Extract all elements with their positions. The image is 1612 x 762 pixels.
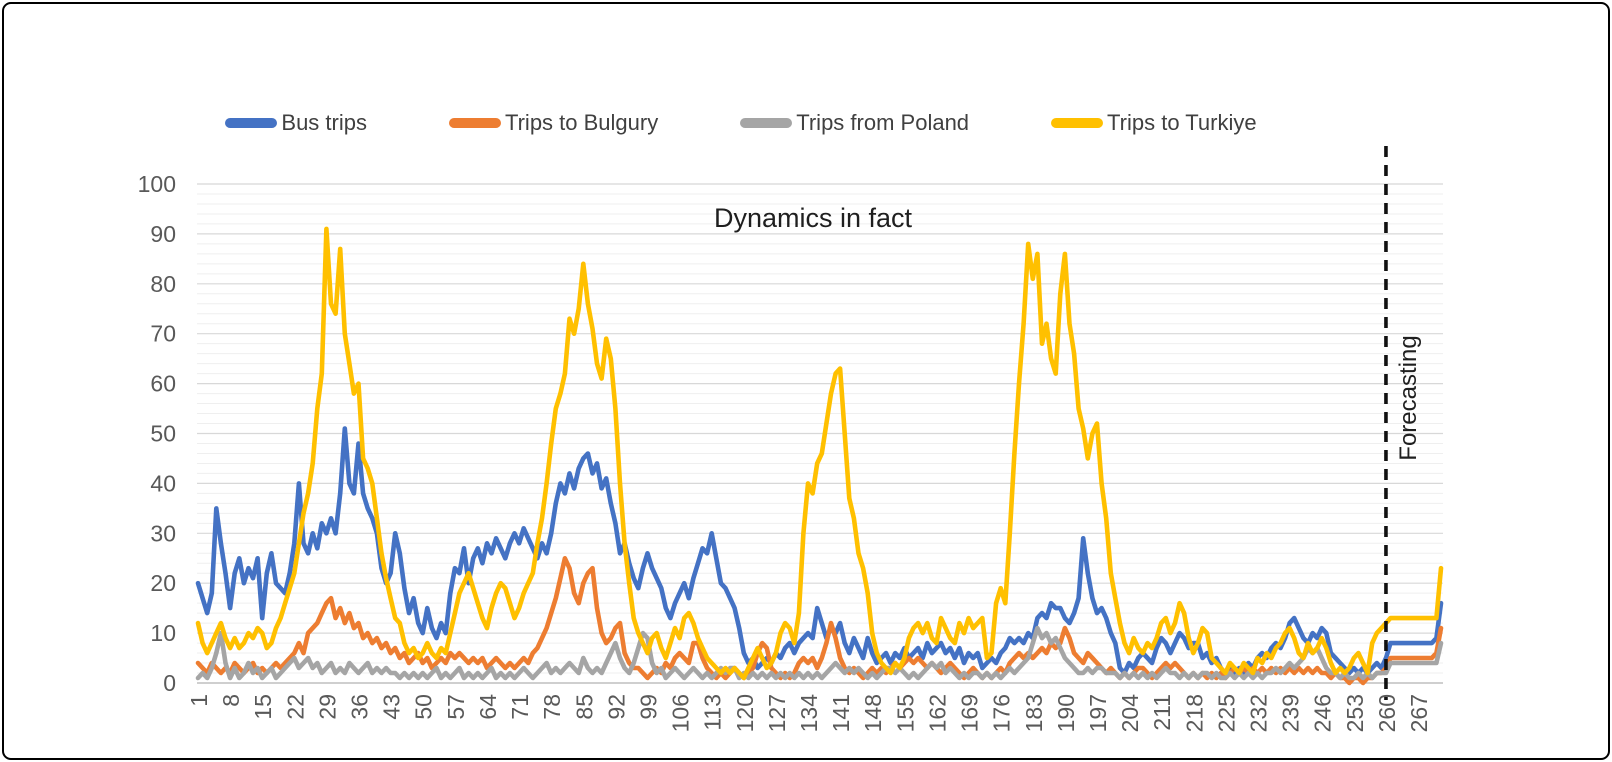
y-axis-tick-label: 70 xyxy=(150,321,176,347)
x-axis-tick-label: 155 xyxy=(892,694,918,732)
forecasting-label: Forecasting xyxy=(1395,335,1422,461)
x-axis-tick-label: 71 xyxy=(507,694,533,720)
y-axis-tick-label: 20 xyxy=(150,570,176,596)
x-axis-tick-label: 113 xyxy=(700,694,726,731)
x-axis-tick-label: 120 xyxy=(732,694,758,732)
x-axis-tick-label: 183 xyxy=(1021,694,1047,732)
legend-item-trips-to-turkiye: Trips to Turkiye xyxy=(1051,110,1257,136)
legend-label-trips-to-turkiye: Trips to Turkiye xyxy=(1107,110,1257,135)
x-axis-tick-label: 78 xyxy=(539,694,565,720)
x-axis-tick-label: 190 xyxy=(1053,694,1079,732)
legend-item-bus-trips: Bus trips xyxy=(225,110,367,136)
x-axis-tick-label: 92 xyxy=(603,694,629,720)
legend-label-trips-to-bulgury: Trips to Bulgury xyxy=(504,110,659,135)
x-axis-tick-label: 43 xyxy=(379,694,405,720)
legend-swatch-bus-trips xyxy=(225,118,278,128)
x-axis-tick-label: 246 xyxy=(1310,694,1336,732)
chart-legend: Bus trips Trips to Bulgury Trips from Po… xyxy=(0,110,1547,136)
x-axis-tick-label: 36 xyxy=(347,694,373,720)
x-axis-tick-label: 1 xyxy=(186,694,212,707)
legend-label-bus-trips: Bus trips xyxy=(281,110,367,135)
x-axis-tick-label: 134 xyxy=(796,694,822,733)
x-axis-tick-label: 260 xyxy=(1374,694,1400,732)
x-axis-tick-label: 253 xyxy=(1342,694,1368,732)
x-axis-tick-label: 169 xyxy=(957,694,983,732)
legend-swatch-trips-from-poland xyxy=(740,118,793,128)
y-axis-tick-label: 0 xyxy=(163,670,176,696)
y-axis-tick-label: 90 xyxy=(150,221,176,247)
x-axis-tick-label: 22 xyxy=(282,694,308,720)
y-axis-tick-label: 50 xyxy=(150,421,176,447)
x-axis-tick-label: 29 xyxy=(314,694,340,720)
x-axis-tick-label: 211 xyxy=(1149,694,1175,731)
x-axis-tick-label: 162 xyxy=(924,694,950,732)
y-axis-tick-label: 30 xyxy=(150,520,176,546)
chart-annotation-title: Dynamics in fact xyxy=(713,203,913,233)
x-axis-tick-label: 64 xyxy=(475,694,501,720)
x-axis-tick-label: 106 xyxy=(668,694,694,732)
x-axis-tick-label: 239 xyxy=(1278,694,1304,732)
x-axis-tick-label: 141 xyxy=(828,694,854,732)
y-axis-tick-label: 60 xyxy=(150,371,176,397)
series-line-trips-from-poland xyxy=(195,625,1444,681)
x-axis-tick-label: 99 xyxy=(635,694,661,720)
x-axis-tick-label: 148 xyxy=(860,694,886,732)
x-axis-tick-label: 57 xyxy=(443,694,469,720)
series-line-bus-trips xyxy=(195,426,1444,676)
legend-label-trips-from-poland: Trips from Poland xyxy=(796,110,970,135)
y-axis-tick-label: 100 xyxy=(138,171,176,197)
y-axis-tick-label: 80 xyxy=(150,271,176,297)
x-axis-tick-label: 8 xyxy=(218,694,244,707)
x-axis-tick-label: 218 xyxy=(1181,694,1207,732)
legend-item-trips-to-bulgury: Trips to Bulgury xyxy=(448,110,659,136)
y-axis-tick-label: 40 xyxy=(150,470,176,496)
x-axis-tick-label: 267 xyxy=(1406,694,1432,732)
series-line-trips-to-turkiye xyxy=(195,226,1444,681)
x-axis-tick-label: 232 xyxy=(1246,694,1272,732)
x-axis-tick-label: 15 xyxy=(250,694,276,720)
legend-swatch-trips-to-bulgury xyxy=(448,118,501,128)
x-axis-tick-label: 204 xyxy=(1117,694,1143,733)
legend-item-trips-from-poland: Trips from Poland xyxy=(740,110,969,136)
x-axis-tick-label: 176 xyxy=(989,694,1015,732)
x-axis-tick-label: 197 xyxy=(1085,694,1111,732)
y-axis-tick-label: 10 xyxy=(150,620,176,646)
x-axis-tick-label: 50 xyxy=(411,694,437,720)
legend-swatch-trips-to-turkiye xyxy=(1051,118,1104,128)
x-axis-tick-label: 85 xyxy=(571,694,597,720)
x-axis-tick-label: 225 xyxy=(1213,694,1239,732)
x-axis-tick-label: 127 xyxy=(764,694,790,732)
